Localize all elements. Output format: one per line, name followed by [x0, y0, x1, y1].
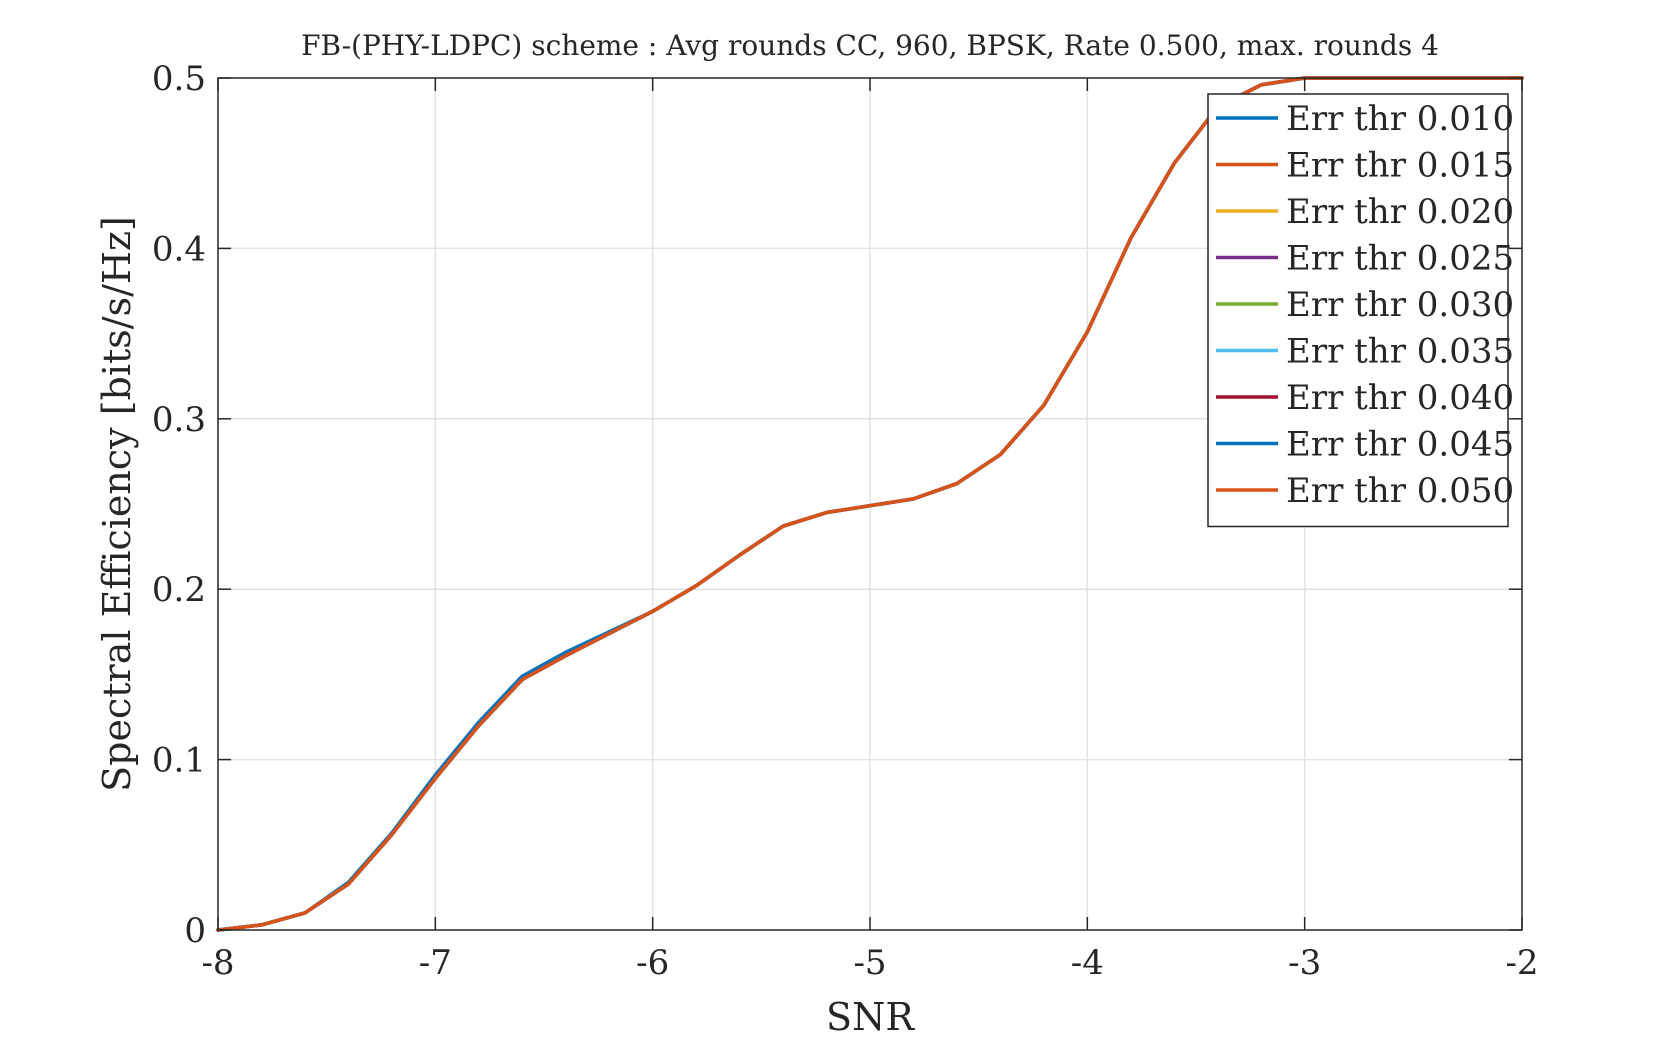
legend-label: Err thr 0.045: [1286, 425, 1514, 465]
y-tick-label: 0.1: [152, 741, 206, 781]
chart-title: FB-(PHY-LDPC) scheme : Avg rounds CC, 96…: [301, 29, 1439, 62]
legend-label: Err thr 0.020: [1286, 192, 1514, 232]
x-tick-label: -2: [1505, 943, 1538, 983]
legend-label: Err thr 0.035: [1286, 332, 1514, 372]
legend-label: Err thr 0.050: [1286, 471, 1514, 511]
y-tick-label: 0.2: [152, 570, 206, 610]
x-tick-label: -3: [1288, 943, 1321, 983]
legend-label: Err thr 0.025: [1286, 239, 1514, 279]
x-tick-label: -5: [853, 943, 886, 983]
legend-label: Err thr 0.010: [1286, 99, 1514, 139]
x-tick-label: -4: [1071, 943, 1104, 983]
y-axis-label: Spectral Efficiency [bits/s/Hz]: [95, 216, 139, 792]
x-tick-label: -8: [201, 943, 234, 983]
legend-label: Err thr 0.040: [1286, 378, 1514, 418]
x-tick-label: -6: [636, 943, 669, 983]
y-tick-label: 0.3: [152, 400, 206, 440]
x-axis-label: SNR: [826, 995, 915, 1039]
x-tick-label: -7: [419, 943, 452, 983]
legend: Err thr 0.010 Err thr 0.015 Err thr 0.020 E…: [1207, 93, 1514, 528]
ticks: -8 -7 -6 -5 -4 -3 -2 0 0.1 0.2 0.3 0.4 0.5: [152, 59, 1539, 983]
legend-label: Err thr 0.030: [1286, 285, 1514, 325]
y-tick-label: 0.4: [152, 229, 206, 269]
legend-label: Err thr 0.015: [1286, 146, 1514, 186]
y-tick-label: 0.5: [152, 59, 206, 99]
y-tick-label: 0: [184, 911, 206, 951]
